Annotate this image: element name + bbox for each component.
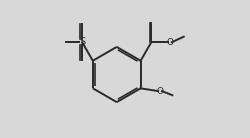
Text: O: O xyxy=(156,87,164,96)
Text: O: O xyxy=(166,38,173,47)
Text: S: S xyxy=(79,37,85,47)
